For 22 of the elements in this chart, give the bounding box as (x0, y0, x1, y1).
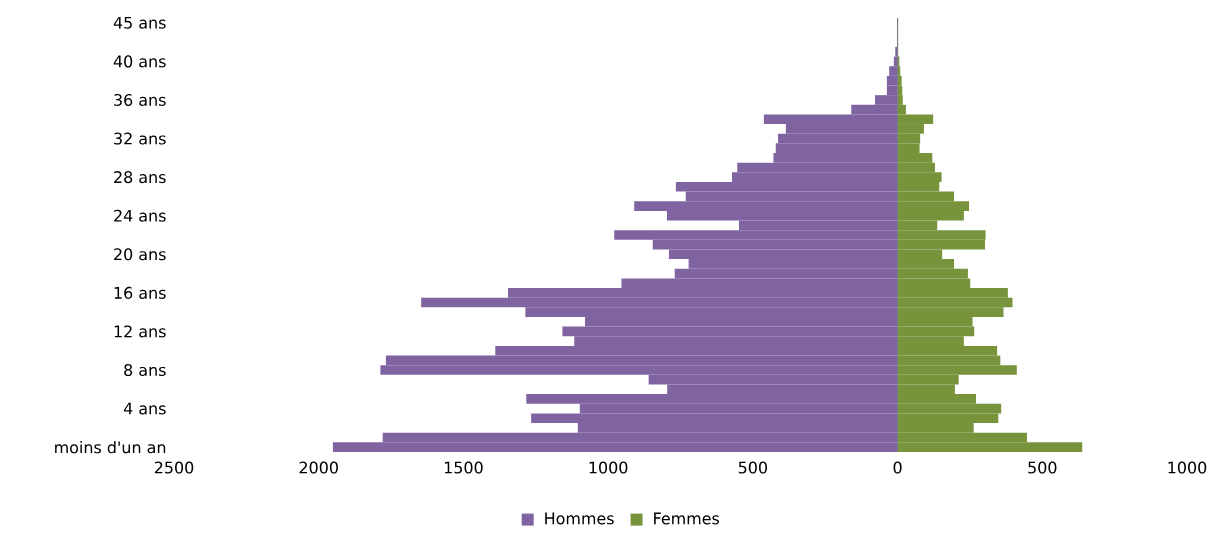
y-tick-label: moins d'un an (55, 441, 166, 454)
x-tick-label: 1000 (1168, 461, 1207, 474)
y-tick-label: 8 ans (124, 363, 166, 377)
x-tick-label: 1500 (444, 461, 483, 474)
y-tick-label: 24 ans (114, 209, 166, 222)
y-tick-label: 12 ans (114, 325, 166, 338)
legend-label: Hommes (545, 512, 614, 525)
y-tick-label: 28 ans (114, 171, 166, 184)
y-tick-label: 16 ans (114, 286, 166, 299)
y-tick-label: 4 ans (123, 402, 166, 415)
y-tick-label: 32 ans (114, 132, 166, 145)
y-tick-label: 20 ans (114, 248, 166, 261)
x-tick-label: 2000 (299, 461, 338, 474)
y-tick-label: 45 ans (113, 16, 166, 29)
y-tick-label: 40 ans (113, 55, 166, 68)
x-tick-label: 2500 (154, 461, 194, 474)
x-tick-label: 0 (893, 461, 902, 474)
x-tick-label: 1000 (589, 461, 628, 474)
x-tick-label: 500 (738, 461, 768, 474)
y-tick-label: 36 ans (114, 93, 166, 106)
x-tick-label: 500 (1028, 461, 1057, 474)
legend-label: Femmes (654, 512, 720, 525)
